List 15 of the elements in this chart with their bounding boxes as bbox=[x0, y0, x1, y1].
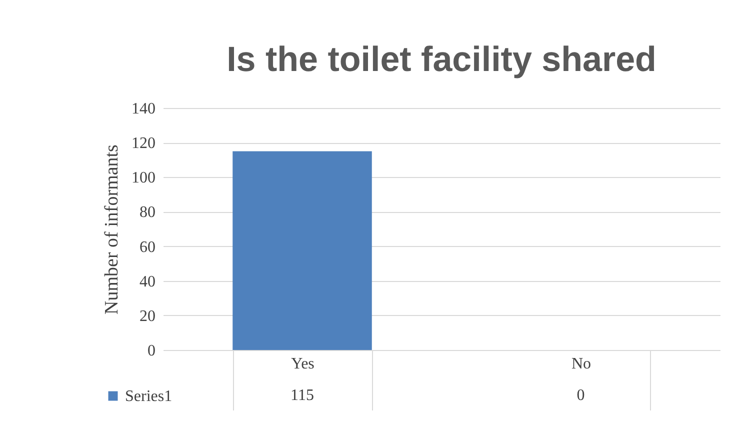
y-axis-title: Number of informants bbox=[102, 144, 122, 314]
y-tick-label: 0 bbox=[148, 342, 156, 360]
y-tick-label: 120 bbox=[132, 135, 156, 152]
x-tick-label: No bbox=[571, 356, 592, 372]
y-tick-label: 140 bbox=[132, 100, 156, 118]
data-label: 115 bbox=[290, 387, 314, 404]
y-tick-label: 100 bbox=[132, 170, 156, 187]
y-tick-label: 20 bbox=[140, 308, 156, 325]
y-tick-label: 40 bbox=[140, 273, 156, 290]
y-tick-label: 60 bbox=[140, 238, 156, 256]
data-label: 0 bbox=[576, 387, 585, 404]
x-tick-label: Yes bbox=[291, 356, 314, 372]
chart-title: Is the toilet facility shared bbox=[226, 40, 656, 79]
y-tick-label: 80 bbox=[140, 204, 156, 222]
legend-label: Series1 bbox=[125, 388, 172, 405]
